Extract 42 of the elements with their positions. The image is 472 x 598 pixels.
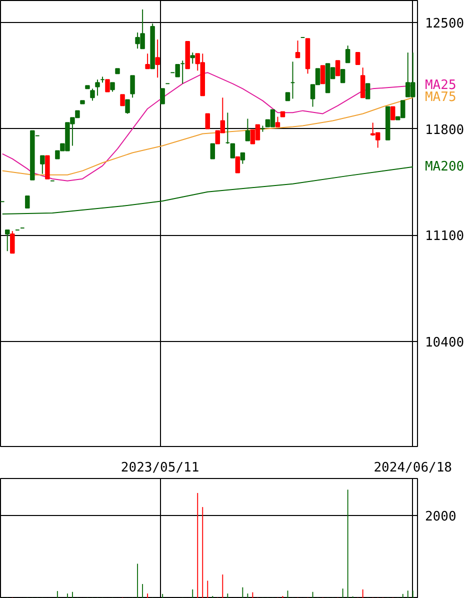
candlestick [295,40,300,58]
line-series [2,166,414,215]
x-tick-label: 2024/06/18 [374,460,452,476]
candlestick [95,79,100,96]
candlestick [25,195,30,208]
candlestick [10,230,15,254]
candlestick [190,52,195,64]
candlestick [365,83,370,100]
candlestick [355,52,360,66]
candlestick [145,53,150,70]
candlestick [155,39,160,78]
y-tick-label: 11100 [424,229,464,244]
y-tick-label: 12500 [424,16,464,32]
candlestick [320,65,326,84]
y-tick-label: 10400 [424,335,464,350]
candlestick [335,60,340,76]
x-tick-label: 2023/05/11 [120,460,200,476]
candlestick [90,88,95,102]
y-tick-label: 11800 [424,122,464,138]
candlestick [160,88,165,104]
candlestick [120,94,125,106]
candlestick [210,143,216,160]
candlestick [110,82,115,92]
candlestick [45,155,50,180]
candlestick [390,106,396,120]
candlestick [240,152,246,164]
candlestick [345,45,350,64]
candlestick [245,118,250,142]
candlestick [130,75,135,98]
candlestick [105,79,110,92]
series-label: MA200 [424,159,464,174]
candlestick [40,155,45,174]
candlestick [360,67,366,98]
candlestick [235,156,240,174]
y-tick-label: 2000 [424,510,456,525]
candlestick [5,229,10,252]
candlestick [275,116,280,128]
candlestick [230,143,236,158]
series-label: MA75 [424,90,456,106]
candlestick [340,69,346,84]
candlestick [125,99,130,114]
candlestick [205,113,210,130]
